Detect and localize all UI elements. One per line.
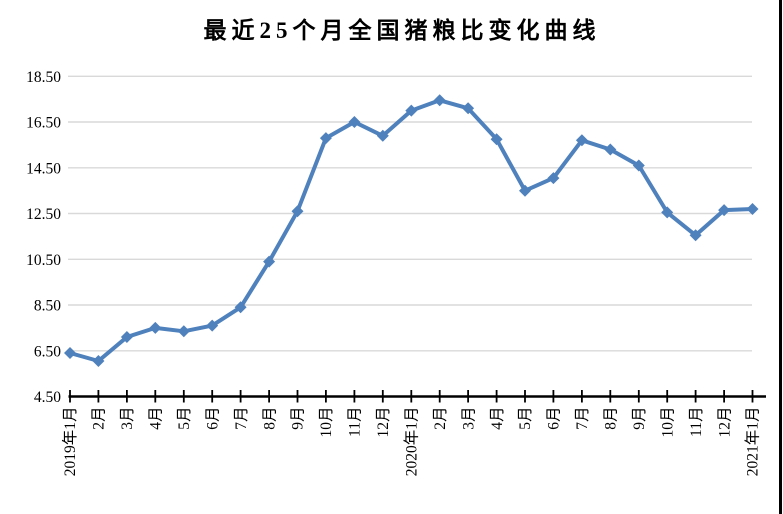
x-axis-tick-label: 12月 (716, 407, 733, 438)
x-axis-tick-label: 2020年1月 (402, 407, 420, 477)
data-point-marker (433, 94, 446, 107)
data-point-marker (689, 229, 702, 242)
data-point-marker (746, 203, 759, 215)
data-point-marker (519, 184, 531, 197)
y-axis-tick-label: 18.50 (26, 69, 61, 86)
data-point-marker (490, 133, 503, 146)
chart-title: 最近25个月全国猪粮比变化曲线 (203, 18, 601, 43)
data-point-marker (177, 325, 190, 338)
data-point-marker (92, 355, 105, 367)
data-point-marker (575, 134, 588, 147)
series-line (68, 98, 755, 363)
y-axis-tick-label: 12.50 (26, 206, 61, 223)
x-axis-tick-label: 4月 (148, 407, 165, 430)
x-axis-tick-label: 8月 (261, 407, 278, 430)
x-axis-tick-label: 10月 (318, 407, 335, 438)
data-point-marker (64, 347, 76, 359)
x-axis-tick-label: 9月 (290, 407, 307, 430)
data-point-marker (206, 319, 219, 332)
data-point-marker (718, 204, 731, 217)
x-axis-tick-label: 7月 (574, 407, 591, 430)
y-axis-tick-label: 4.50 (34, 389, 61, 406)
x-axis-tick-label: 2月 (432, 407, 449, 430)
data-point-marker (405, 104, 418, 117)
y-axis-tick-label: 6.50 (34, 343, 61, 360)
x-axis-tick-label: 6月 (204, 407, 221, 430)
x-axis-tick-label: 8月 (603, 407, 620, 430)
x-axis-tick-label: 12月 (375, 407, 392, 438)
data-point-marker (291, 205, 304, 218)
data-point-marker (348, 116, 361, 128)
data-point-marker (632, 159, 645, 172)
data-point-marker (263, 255, 276, 268)
data-point-marker (547, 172, 560, 185)
x-axis-tick-label: 2021年1月 (744, 407, 762, 477)
data-point-marker (661, 206, 674, 219)
x-axis-tick-label: 11月 (688, 407, 705, 437)
y-axis-tick-label: 14.50 (26, 160, 61, 177)
data-point-marker (604, 143, 617, 156)
x-axis-tick-label: 10月 (659, 407, 676, 438)
y-axis-tick-label: 10.50 (26, 252, 61, 269)
data-point-marker (120, 331, 133, 343)
x-axis-tick-label: 5月 (176, 407, 193, 430)
x-axis-tick-label: 9月 (631, 407, 648, 430)
x-axis-tick-label: 3月 (119, 407, 136, 430)
x-axis-tick-label: 4月 (489, 407, 506, 430)
x-axis-tick-label: 6月 (546, 407, 563, 430)
x-axis-tick-label: 2月 (91, 407, 108, 430)
x-axis-tick-label: 7月 (233, 407, 250, 430)
page-right-border (779, 0, 782, 514)
x-axis-tick-label: 11月 (347, 407, 364, 437)
x-axis-tick-label: 5月 (517, 407, 534, 430)
data-point-marker (319, 132, 332, 145)
data-point-marker (234, 301, 247, 314)
x-axis-tick-label: 2019年1月 (61, 407, 79, 477)
data-point-marker (462, 102, 475, 115)
x-axis-tick-label: 3月 (460, 407, 477, 430)
y-axis-tick-label: 8.50 (34, 298, 61, 315)
data-point-marker (376, 129, 389, 142)
y-axis-tick-label: 16.50 (26, 115, 61, 132)
data-point-marker (149, 321, 162, 334)
